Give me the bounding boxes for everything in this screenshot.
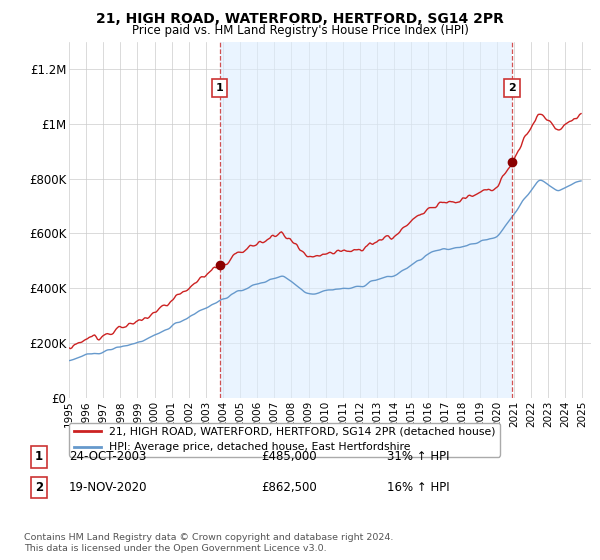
Text: £862,500: £862,500 bbox=[261, 481, 317, 494]
Bar bbox=[220, 42, 512, 398]
Text: Price paid vs. HM Land Registry's House Price Index (HPI): Price paid vs. HM Land Registry's House … bbox=[131, 24, 469, 37]
Text: Contains HM Land Registry data © Crown copyright and database right 2024.
This d: Contains HM Land Registry data © Crown c… bbox=[24, 533, 394, 553]
Text: 24-OCT-2003: 24-OCT-2003 bbox=[69, 450, 146, 464]
Text: 2: 2 bbox=[35, 481, 43, 494]
Text: 2: 2 bbox=[508, 83, 516, 93]
Legend: 21, HIGH ROAD, WATERFORD, HERTFORD, SG14 2PR (detached house), HPI: Average pric: 21, HIGH ROAD, WATERFORD, HERTFORD, SG14… bbox=[69, 423, 500, 456]
Text: 19-NOV-2020: 19-NOV-2020 bbox=[69, 481, 148, 494]
Text: £485,000: £485,000 bbox=[261, 450, 317, 464]
Text: 16% ↑ HPI: 16% ↑ HPI bbox=[387, 481, 449, 494]
Text: 1: 1 bbox=[35, 450, 43, 464]
Text: 21, HIGH ROAD, WATERFORD, HERTFORD, SG14 2PR: 21, HIGH ROAD, WATERFORD, HERTFORD, SG14… bbox=[96, 12, 504, 26]
Text: 31% ↑ HPI: 31% ↑ HPI bbox=[387, 450, 449, 464]
Text: 1: 1 bbox=[216, 83, 223, 93]
